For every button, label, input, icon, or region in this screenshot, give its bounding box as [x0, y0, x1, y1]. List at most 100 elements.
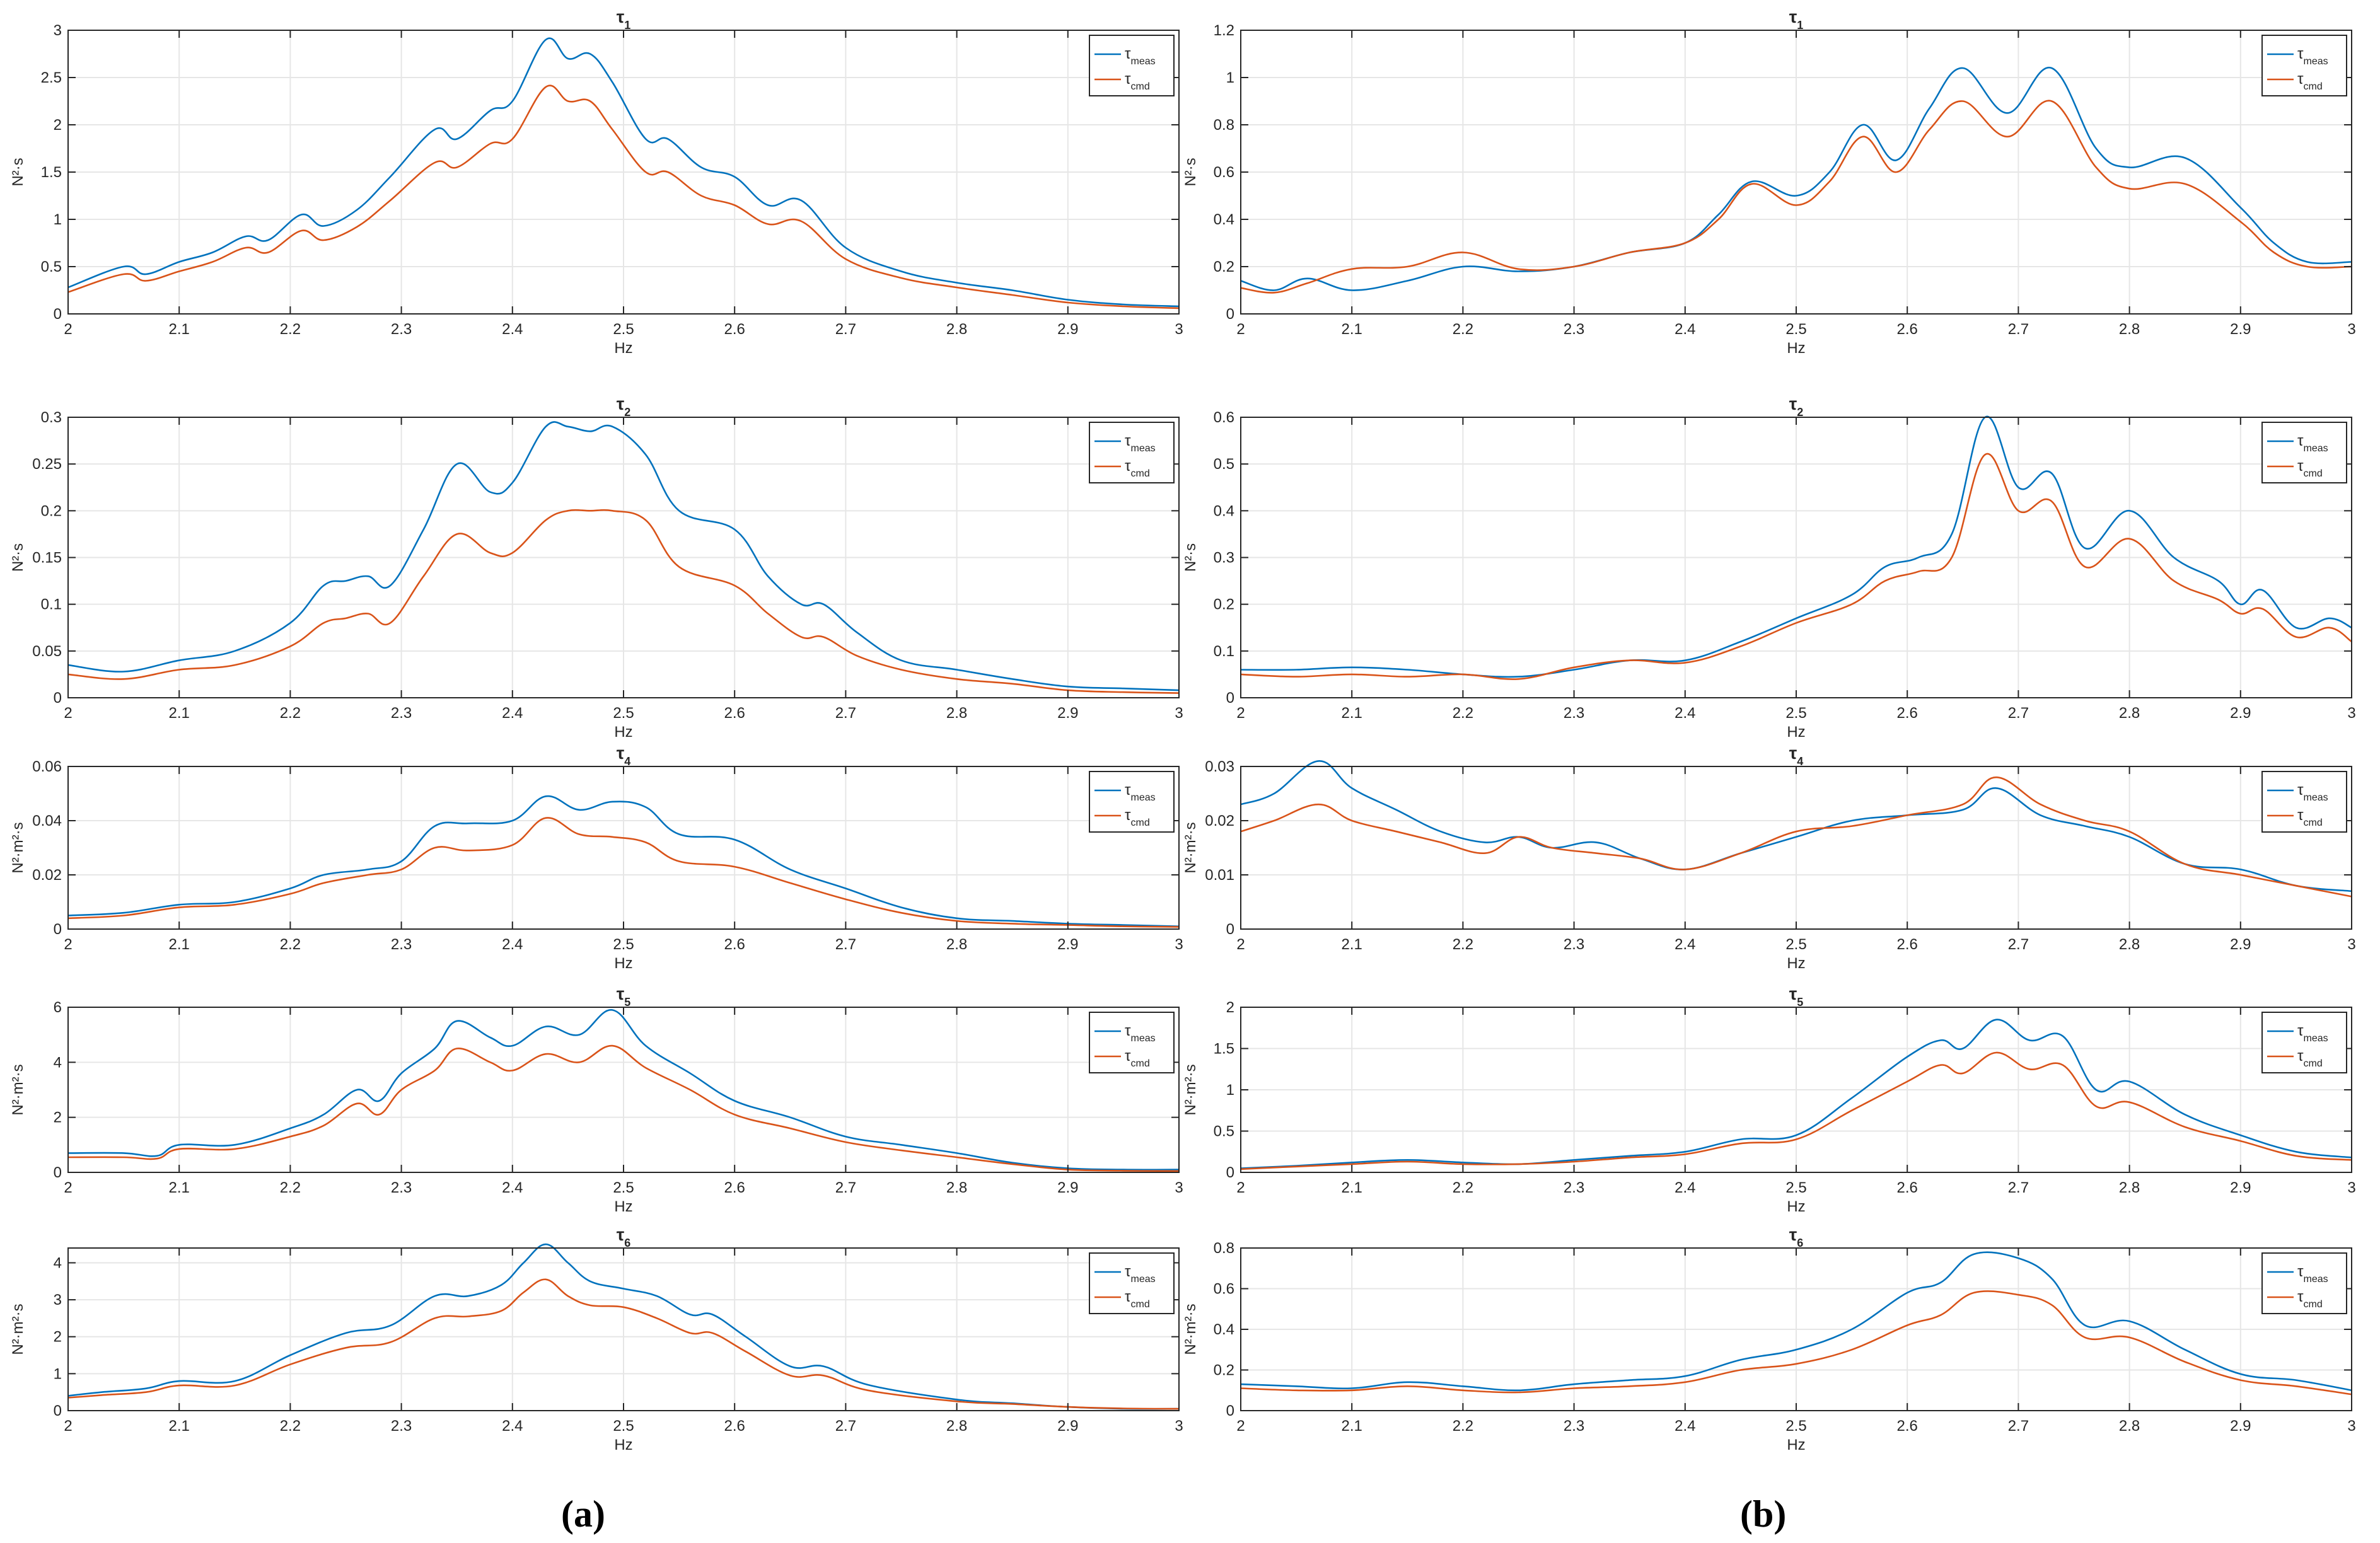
y-tick-label: 2.5	[41, 69, 62, 86]
x-tick-label: 2.7	[2008, 936, 2029, 953]
y-axis-label: N²·s	[1182, 543, 1199, 572]
legend: τmeas τcmd	[1089, 1012, 1175, 1073]
chart-a-2: 2 2.1 2.2 2.3 2.4 2.5 2.6 2.7 2.8 2.9 3 0 0.05 0.1 0.1…	[9, 394, 1183, 741]
series-line-cmd	[1240, 100, 2352, 294]
legend-box	[1089, 1252, 1175, 1314]
y-tick-label: 0	[54, 921, 62, 938]
x-tick-label: 2.7	[835, 1418, 856, 1435]
x-tick-label: 2.7	[2008, 1179, 2029, 1196]
x-tick-label: 2.8	[2119, 321, 2140, 338]
legend-box	[2261, 35, 2347, 96]
x-tick-label: 2.7	[835, 321, 856, 338]
x-axis-label: Hz	[1787, 340, 1805, 357]
chart-title: τ6	[1789, 1225, 1804, 1249]
legend-entry: τmeas	[1125, 1022, 1156, 1044]
panel-label-b: (b)	[1740, 1493, 1787, 1535]
legend-entry: τmeas	[2297, 432, 2328, 454]
x-tick-label: 2.3	[391, 321, 412, 338]
y-tick-label: 1	[54, 211, 62, 228]
x-tick-label: 2.8	[2119, 936, 2140, 953]
legend: τmeas τcmd	[1089, 771, 1175, 833]
x-tick-label: 2.9	[2230, 705, 2251, 722]
legend-entry: τcmd	[1125, 1288, 1150, 1310]
x-tick-label: 2.9	[2230, 1179, 2251, 1196]
x-tick-label: 2.5	[1785, 705, 1806, 722]
x-tick-label: 2.5	[613, 1418, 634, 1435]
x-tick-label: 2.2	[1453, 1179, 1473, 1196]
series-line-cmd	[67, 817, 1180, 928]
legend-entry: τcmd	[1125, 807, 1150, 828]
x-tick-label: 2.1	[169, 1179, 190, 1196]
y-tick-label: 0	[54, 690, 62, 707]
x-tick-label: 2.7	[835, 1179, 856, 1196]
legend-entry: τcmd	[1125, 458, 1150, 479]
x-tick-label: 2.9	[1057, 321, 1078, 338]
y-axis-label: N²·m²·s	[9, 1303, 26, 1355]
chart-title: τ6	[617, 1225, 631, 1249]
legend-entry: τmeas	[1125, 1263, 1156, 1285]
y-tick-label: 0.3	[1214, 550, 1234, 567]
y-axis-label: N²·s	[1182, 158, 1199, 186]
x-tick-label: 2.6	[1897, 321, 1918, 338]
x-tick-label: 2	[64, 1418, 72, 1435]
x-tick-label: 2.5	[613, 1179, 634, 1196]
y-tick-label: 0.8	[1214, 1240, 1234, 1257]
legend-box	[1089, 422, 1175, 483]
y-tick-label: 1	[1226, 1082, 1234, 1099]
y-tick-label: 0.5	[41, 258, 62, 275]
x-axis-label: Hz	[1787, 1436, 1805, 1453]
x-tick-label: 3	[1175, 321, 1183, 338]
chart-title: τ5	[617, 984, 631, 1008]
x-tick-label: 2.7	[835, 936, 856, 953]
x-tick-label: 2.1	[169, 936, 190, 953]
y-tick-label: 0.01	[1205, 867, 1234, 884]
x-tick-label: 2.6	[1897, 936, 1918, 953]
y-axis-label: N²·m²·s	[1182, 1303, 1199, 1355]
x-tick-label: 2	[1236, 321, 1245, 338]
y-tick-label: 0.04	[32, 812, 62, 829]
legend-entry: τcmd	[2297, 1048, 2323, 1069]
series-line-meas	[67, 795, 1180, 927]
legend-entry: τmeas	[2297, 782, 2328, 803]
x-tick-label: 3	[1175, 936, 1183, 953]
y-tick-label: 2	[54, 1109, 62, 1126]
y-tick-label: 0.5	[1214, 456, 1234, 473]
x-tick-label: 2.8	[2119, 1179, 2140, 1196]
y-tick-label: 0.2	[41, 502, 62, 519]
y-tick-label: 0.02	[32, 867, 62, 884]
x-tick-label: 2.1	[1342, 1179, 1362, 1196]
y-tick-label: 0	[1226, 690, 1234, 707]
x-tick-label: 2.3	[391, 1418, 412, 1435]
x-tick-label: 2.2	[1453, 936, 1473, 953]
x-tick-label: 2	[1236, 1418, 1245, 1435]
series-line-cmd	[67, 509, 1180, 694]
y-tick-label: 4	[54, 1254, 62, 1271]
y-tick-label: 0.2	[1214, 1362, 1234, 1379]
chart-title: τ4	[1789, 743, 1804, 768]
x-tick-label: 3	[2347, 936, 2355, 953]
x-tick-label: 2.2	[1453, 705, 1473, 722]
x-tick-label: 2.2	[280, 1179, 301, 1196]
y-tick-label: 4	[54, 1054, 62, 1071]
chart-title: τ2	[1789, 394, 1804, 419]
x-tick-label: 2.8	[2119, 705, 2140, 722]
x-tick-label: 2.8	[946, 705, 967, 722]
x-tick-label: 2.4	[1675, 936, 1695, 953]
legend-box	[2261, 422, 2347, 483]
x-axis-label: Hz	[1787, 1198, 1805, 1215]
legend-box	[1089, 35, 1175, 96]
series-line-cmd	[67, 1278, 1180, 1410]
x-tick-label: 2.3	[1564, 1179, 1584, 1196]
x-tick-label: 2.8	[946, 1179, 967, 1196]
x-tick-label: 2.7	[835, 705, 856, 722]
y-tick-label: 2	[1226, 999, 1234, 1016]
x-tick-label: 3	[2347, 1418, 2355, 1435]
x-axis-label: Hz	[1787, 724, 1805, 741]
x-tick-label: 2.9	[2230, 1418, 2251, 1435]
series-line-meas	[67, 37, 1180, 308]
series-line-meas	[1240, 1251, 2352, 1392]
y-tick-label: 0	[1226, 1164, 1234, 1181]
y-tick-label: 1	[54, 1365, 62, 1382]
legend-box	[2261, 1012, 2347, 1073]
